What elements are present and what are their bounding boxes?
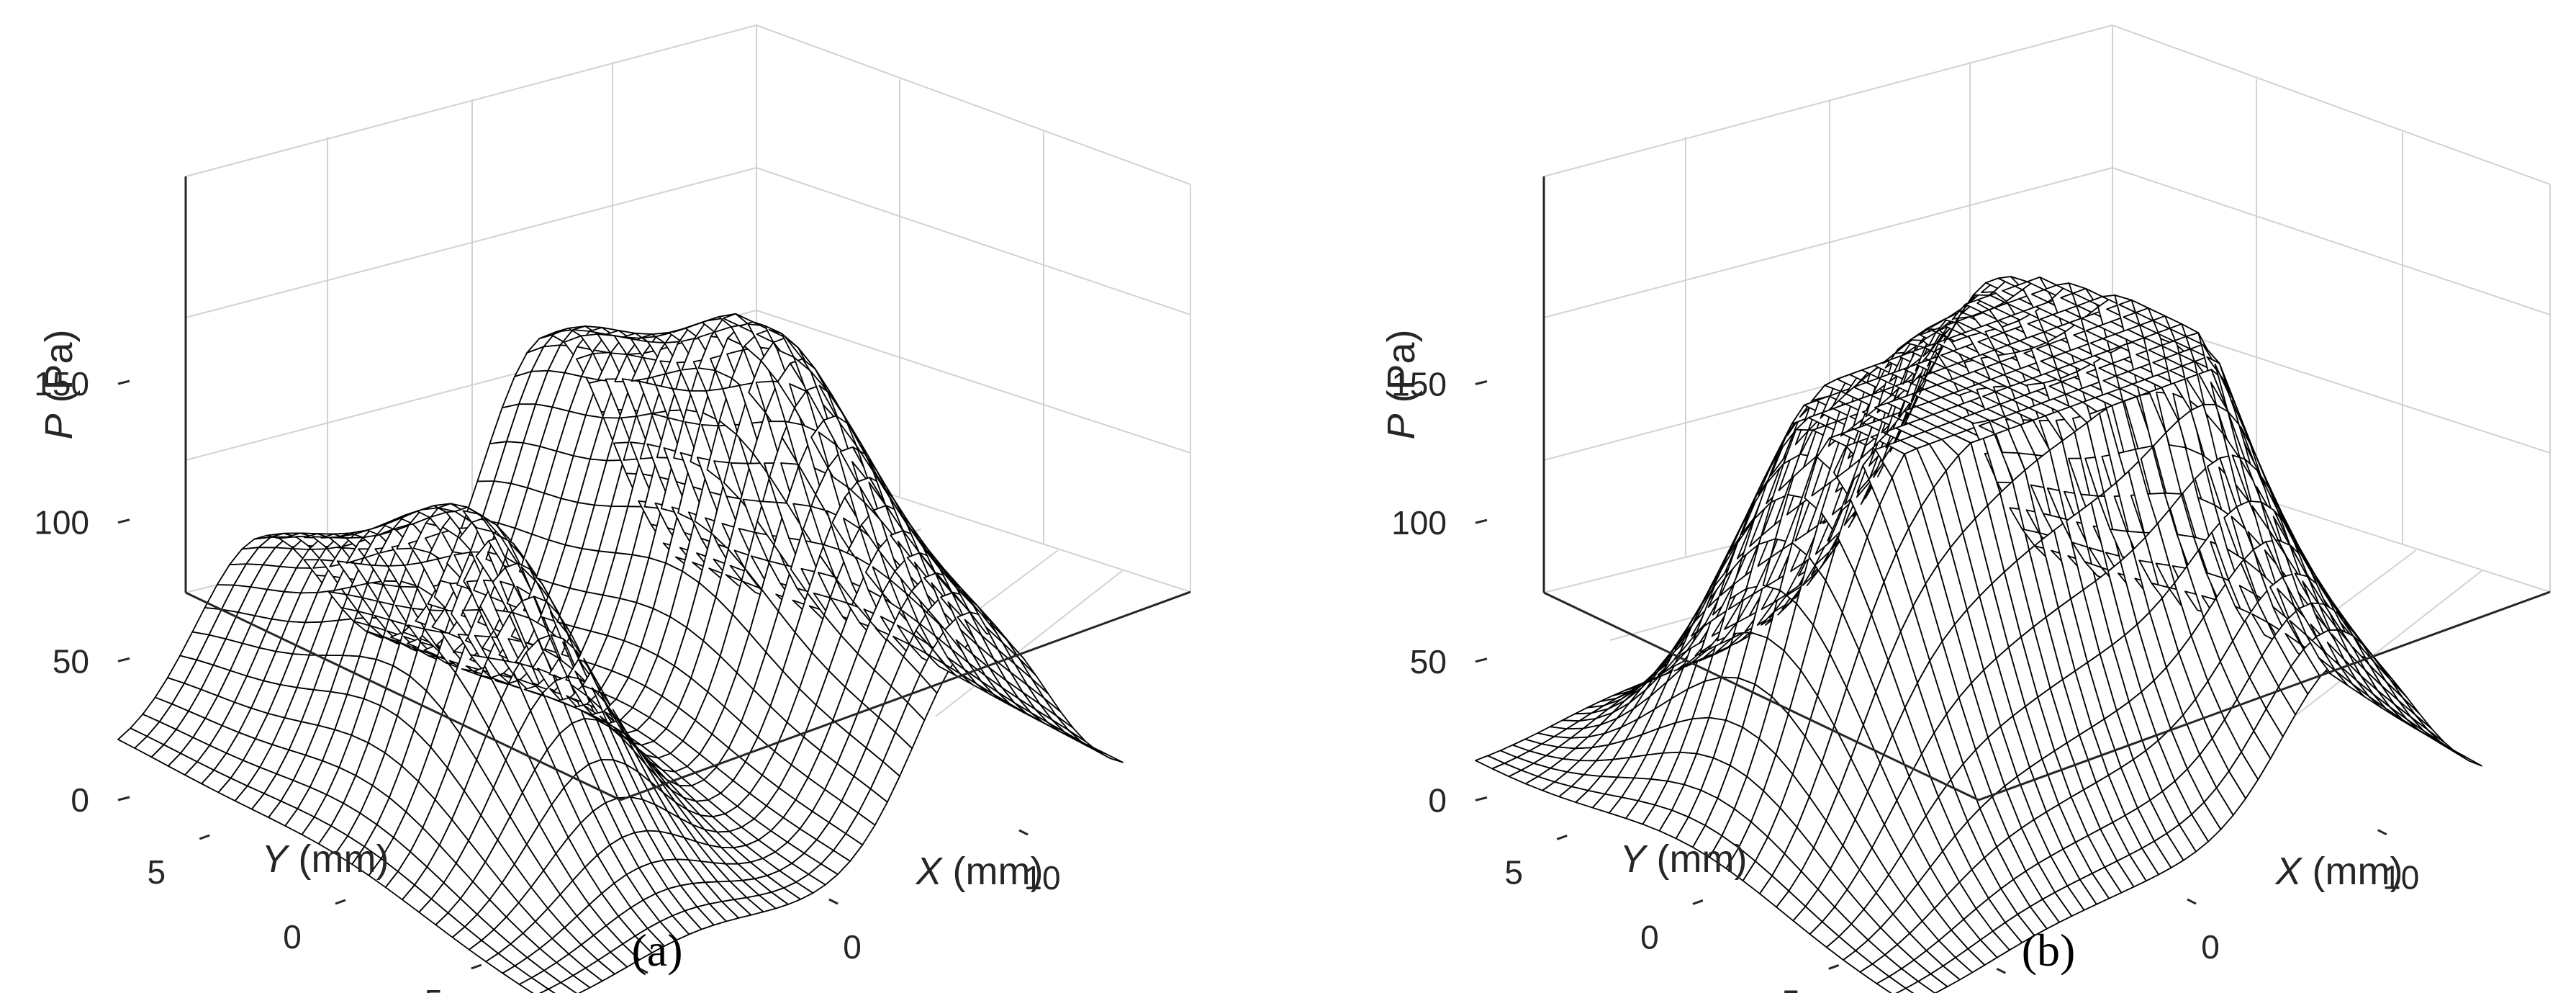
panel-b-z-tick-label: 50 (1410, 643, 1447, 680)
panel-a-y-tick (199, 834, 210, 840)
panel-b-xlabel: X (mm) (2274, 850, 2403, 893)
panel-a-mesh-cell (1093, 748, 1124, 763)
panel-b-y-tick (1556, 835, 1568, 840)
panel-b-z-tick (1475, 657, 1488, 663)
panel-a-y-tick-label: -5 (413, 983, 443, 993)
panel-b-x-tick (2377, 829, 2387, 836)
panel-a-y-tick-label: 5 (147, 853, 166, 891)
panel-a-x-tick (828, 898, 839, 905)
panel-b-y-tick-label: 0 (1640, 918, 1659, 956)
panel-b-z-tick-label: 0 (1428, 781, 1447, 819)
panel-a-z-tick (117, 657, 130, 662)
panel-a-xlabel: X (mm) (915, 850, 1044, 893)
panel-b-ylabel: Y (mm) (1620, 837, 1748, 881)
panel-b-y-tick (1828, 964, 1840, 970)
panel-b-z-tick (1475, 796, 1488, 801)
panel-a-z-tick (117, 379, 130, 385)
panel-b-x-tick-label: 10 (2382, 859, 2419, 897)
panel-a-z-tick (117, 518, 130, 524)
panel-a-x-tick-label: 0 (843, 928, 862, 966)
panel-b-y-tick-label: 5 (1504, 853, 1523, 891)
panel-b-x-tick-label: 0 (2201, 928, 2220, 966)
panel-b-z-tick-label: 150 (1391, 366, 1447, 403)
panel-b-mesh-cell (2451, 750, 2483, 767)
panel-b-x-tick (1996, 967, 2006, 974)
panel-a-y-tick (471, 963, 482, 970)
panel-a-axes (184, 176, 1191, 801)
panel-b-y-tick-label: -5 (1771, 983, 1800, 993)
panel-a-x-tick-label: 10 (1023, 859, 1060, 897)
panel-b-zlabel: P (Pa) (1380, 329, 1423, 439)
panel-b-z-tick (1475, 380, 1488, 385)
panel-a-caption: (a) (631, 925, 682, 976)
panel-b-z-tick-label: 100 (1391, 504, 1447, 542)
panel-b-caption: (b) (2022, 925, 2076, 976)
panel-a-x-tick (638, 967, 648, 974)
panel-b-axes (1542, 176, 2551, 801)
panel-a-z-tick-label: 100 (34, 504, 89, 542)
panel-b-x-tick (2187, 898, 2197, 905)
panel-a-ylabel: Y (mm) (262, 837, 389, 881)
panel-a-y-tick-label: 0 (283, 918, 302, 956)
panel-b-z-tick (1475, 518, 1488, 524)
panel-a-z-tick-label: 50 (53, 642, 89, 680)
panel-a-z-tick-label: 150 (34, 365, 89, 403)
panel-a-x-tick (1018, 829, 1029, 836)
panel-a-y-tick (335, 899, 346, 905)
panel-b-y-tick (1692, 899, 1704, 905)
panel-a-z-tick (117, 796, 130, 801)
panel-a-zlabel: P (Pa) (37, 329, 81, 439)
panel-a-surface (117, 313, 1124, 993)
panel-b-surface (1474, 276, 2483, 993)
panel-a-z-tick-label: 0 (71, 781, 89, 819)
